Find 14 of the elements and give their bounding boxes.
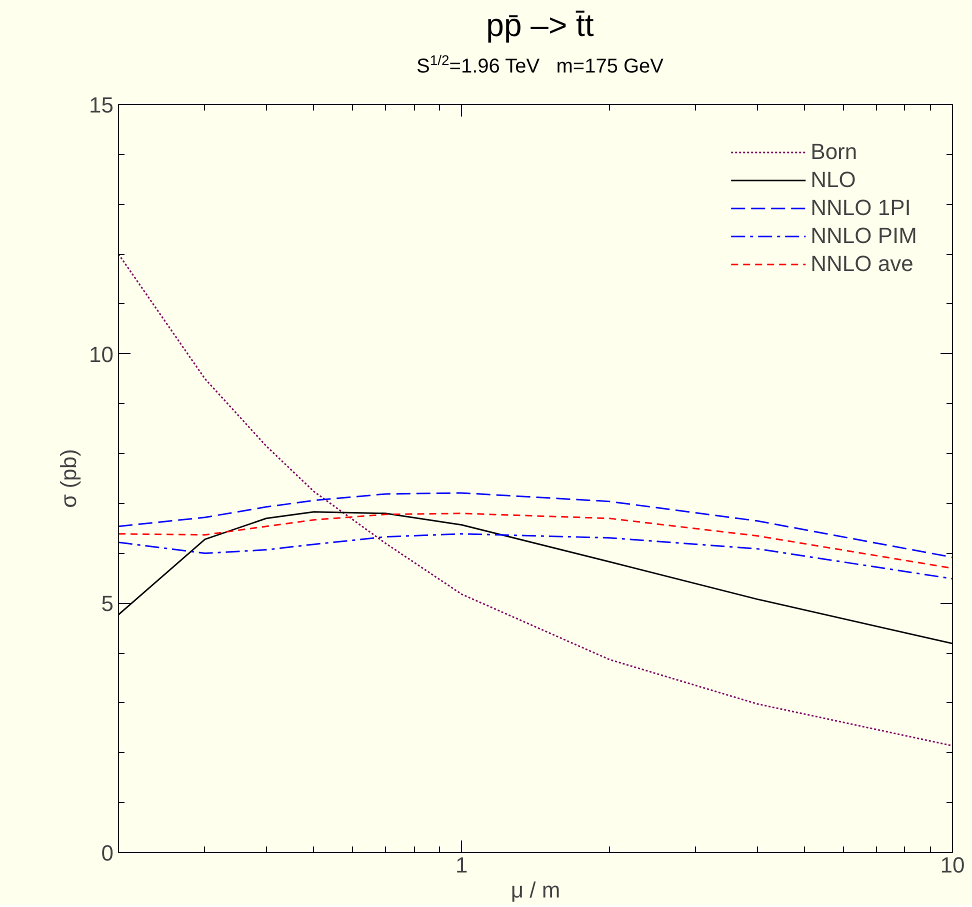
legend-label: NLO bbox=[810, 167, 856, 193]
legend-label: NNLO 1PI bbox=[810, 195, 911, 221]
legend-label: NNLO ave bbox=[810, 251, 914, 277]
y-tick-label: 15 bbox=[89, 92, 114, 118]
chart-subtitle: S$^{1/2}$=1.96 TeV m=175 GeV bbox=[415, 51, 665, 80]
y-tick-label: 0 bbox=[101, 840, 114, 866]
y-tick-label: 10 bbox=[89, 342, 114, 367]
legend-label: Born bbox=[810, 139, 858, 165]
y-axis-title: σ (pb) bbox=[56, 449, 82, 508]
chart-title: pp̄ –> t̄t bbox=[485, 6, 595, 45]
legend-label: NNLO PIM bbox=[810, 223, 917, 249]
x-tick-label: 1 bbox=[455, 852, 468, 878]
y-tick-label: 5 bbox=[101, 591, 114, 616]
x-axis-title: μ / m bbox=[510, 878, 560, 902]
